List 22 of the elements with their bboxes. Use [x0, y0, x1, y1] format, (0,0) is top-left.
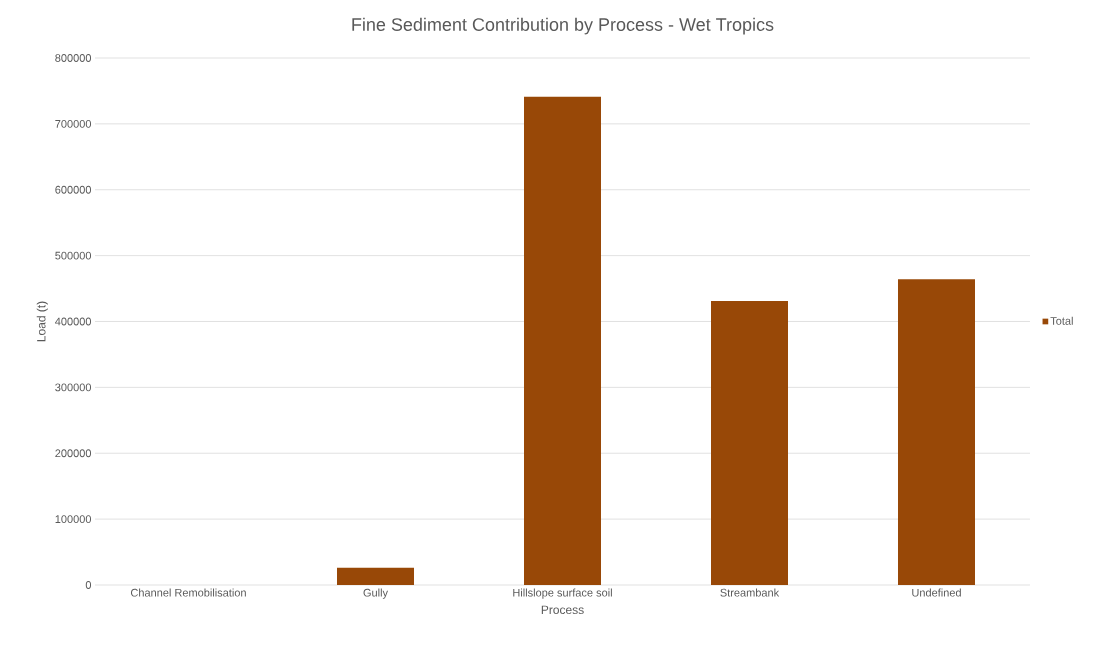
- chart-title: Fine Sediment Contribution by Process - Wet Tropics: [352, 17, 774, 35]
- bar: [711, 301, 788, 585]
- y-tick-label: 600000: [55, 185, 92, 194]
- y-tick-label: 300000: [55, 383, 92, 392]
- bar: [337, 567, 414, 585]
- x-tick-label: Gully: [363, 588, 388, 599]
- y-tick-label: 100000: [55, 515, 92, 524]
- y-axis-title: Load (t): [36, 301, 48, 342]
- y-tick-label: 500000: [55, 251, 92, 260]
- bar: [524, 96, 601, 585]
- x-tick-label: Channel Remobilisation: [130, 588, 246, 597]
- y-tick-label: 700000: [55, 119, 92, 128]
- x-axis-title: Process: [541, 605, 584, 614]
- y-tick-label: 200000: [55, 449, 92, 458]
- y-tick-label: 800000: [55, 54, 92, 62]
- y-tick-label: 0: [85, 581, 92, 589]
- bar: [898, 279, 975, 585]
- y-tick-label: 400000: [55, 317, 92, 326]
- x-tick-label: Streambank: [720, 588, 780, 597]
- legend-label: Total: [1050, 316, 1073, 325]
- x-tick-label: Hillslope surface soil: [513, 588, 612, 599]
- x-tick-label: Undefined: [912, 588, 961, 597]
